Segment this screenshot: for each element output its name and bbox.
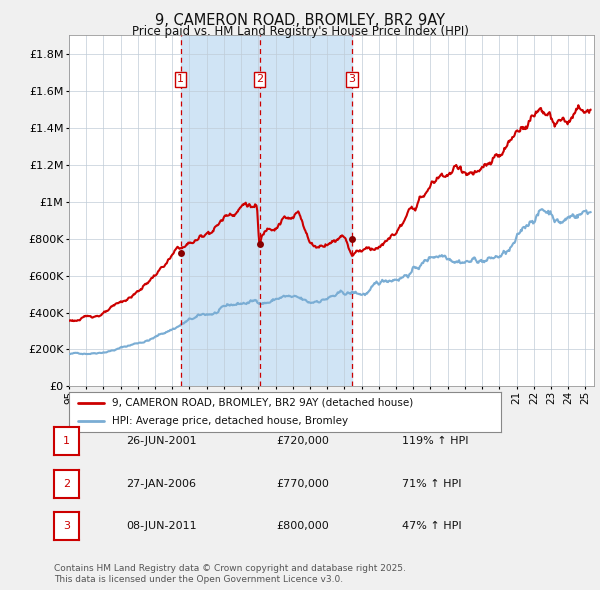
Text: 71% ↑ HPI: 71% ↑ HPI xyxy=(402,479,461,489)
Text: Contains HM Land Registry data © Crown copyright and database right 2025.: Contains HM Land Registry data © Crown c… xyxy=(54,565,406,573)
Text: 2: 2 xyxy=(256,74,263,84)
Text: 1: 1 xyxy=(63,437,70,446)
Text: 26-JUN-2001: 26-JUN-2001 xyxy=(126,437,197,446)
Text: 1: 1 xyxy=(177,74,184,84)
Text: This data is licensed under the Open Government Licence v3.0.: This data is licensed under the Open Gov… xyxy=(54,575,343,584)
Text: 2: 2 xyxy=(63,479,70,489)
Text: 3: 3 xyxy=(63,522,70,531)
Text: 9, CAMERON ROAD, BROMLEY, BR2 9AY: 9, CAMERON ROAD, BROMLEY, BR2 9AY xyxy=(155,13,445,28)
Text: 119% ↑ HPI: 119% ↑ HPI xyxy=(402,437,469,446)
Bar xyxy=(181,35,260,386)
Text: 08-JUN-2011: 08-JUN-2011 xyxy=(126,522,197,531)
Text: 27-JAN-2006: 27-JAN-2006 xyxy=(126,479,196,489)
Text: £800,000: £800,000 xyxy=(276,522,329,531)
Text: Price paid vs. HM Land Registry's House Price Index (HPI): Price paid vs. HM Land Registry's House … xyxy=(131,25,469,38)
Text: 47% ↑ HPI: 47% ↑ HPI xyxy=(402,522,461,531)
Text: HPI: Average price, detached house, Bromley: HPI: Average price, detached house, Brom… xyxy=(112,416,349,426)
Text: £770,000: £770,000 xyxy=(276,479,329,489)
Text: £720,000: £720,000 xyxy=(276,437,329,446)
Bar xyxy=(260,35,352,386)
Text: 3: 3 xyxy=(349,74,355,84)
Text: 9, CAMERON ROAD, BROMLEY, BR2 9AY (detached house): 9, CAMERON ROAD, BROMLEY, BR2 9AY (detac… xyxy=(112,398,413,408)
